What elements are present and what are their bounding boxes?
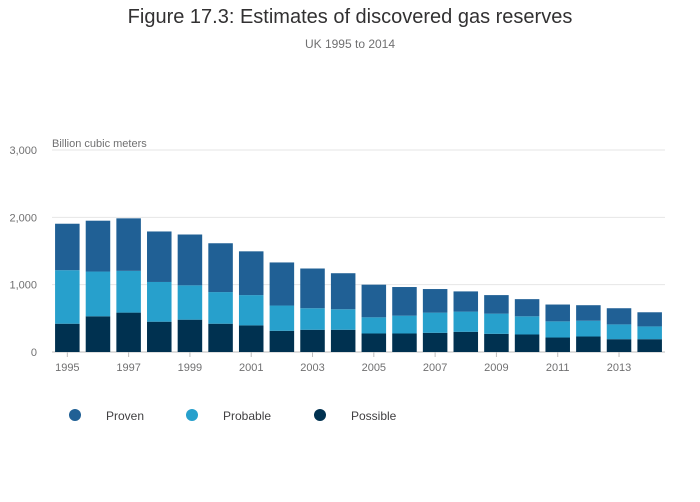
bar-proven-2013[interactable] xyxy=(606,308,632,325)
bar-possible-1997[interactable] xyxy=(116,312,141,352)
legend: Proven Probable Possible xyxy=(0,406,700,428)
x-tick-label: 2009 xyxy=(484,362,508,374)
y-axis-label: Billion cubic meters xyxy=(52,138,147,150)
bar-proven-2012[interactable] xyxy=(576,305,601,321)
x-tick-label: 1999 xyxy=(178,362,202,374)
bar-possible-2010[interactable] xyxy=(514,334,540,352)
y-tick-label: 0 xyxy=(31,347,37,359)
x-tick-label: 2007 xyxy=(423,362,447,374)
bar-proven-1999[interactable] xyxy=(177,234,203,286)
bar-probable-2007[interactable] xyxy=(422,312,448,333)
bar-probable-2012[interactable] xyxy=(576,320,601,337)
bar-proven-2007[interactable] xyxy=(422,289,448,313)
x-tick-label: 1997 xyxy=(116,362,140,374)
bar-probable-2005[interactable] xyxy=(361,317,387,334)
bar-probable-2009[interactable] xyxy=(484,313,509,334)
bar-probable-2004[interactable] xyxy=(330,309,356,330)
y-axis: 0 1,000 2,000 3,000 xyxy=(9,145,37,359)
bar-possible-1995[interactable] xyxy=(55,323,80,352)
bar-probable-2002[interactable] xyxy=(269,305,295,331)
x-tick-label: 2013 xyxy=(607,362,631,374)
legend-marker-icon xyxy=(186,409,198,421)
bar-proven-2008[interactable] xyxy=(453,291,479,312)
bar-probable-1996[interactable] xyxy=(85,271,111,317)
bar-possible-2011[interactable] xyxy=(545,337,570,352)
x-tick-label: 1995 xyxy=(55,362,79,374)
bar-possible-1998[interactable] xyxy=(147,321,172,352)
bar-possible-2000[interactable] xyxy=(208,323,233,352)
legend-marker-icon xyxy=(314,409,326,421)
bar-possible-2004[interactable] xyxy=(330,329,356,352)
bar-proven-1996[interactable] xyxy=(85,220,111,272)
legend-label: Proven xyxy=(106,409,145,423)
bar-proven-1995[interactable] xyxy=(55,223,80,271)
bars xyxy=(55,218,662,352)
x-tick-label: 2001 xyxy=(239,362,263,374)
bar-possible-2009[interactable] xyxy=(484,333,509,352)
bar-proven-2000[interactable] xyxy=(208,243,233,293)
bar-probable-2006[interactable] xyxy=(392,315,417,334)
bar-probable-1997[interactable] xyxy=(116,270,141,313)
bar-proven-2001[interactable] xyxy=(238,251,264,296)
bar-probable-1999[interactable] xyxy=(177,285,203,320)
bar-possible-2014[interactable] xyxy=(637,339,662,352)
bar-probable-2008[interactable] xyxy=(453,311,479,332)
legend-marker-icon xyxy=(69,409,81,421)
bar-possible-1999[interactable] xyxy=(177,319,203,352)
bar-proven-2011[interactable] xyxy=(545,304,570,322)
bar-possible-2007[interactable] xyxy=(422,332,448,352)
bar-proven-2003[interactable] xyxy=(300,268,325,309)
x-axis: 1995 1997 1999 2001 2003 2005 2007 2009 2011 2013 xyxy=(55,352,631,374)
x-tick-label: 2005 xyxy=(362,362,386,374)
bar-possible-1996[interactable] xyxy=(85,316,111,352)
bar-possible-2002[interactable] xyxy=(269,330,295,352)
bar-probable-1998[interactable] xyxy=(147,281,172,322)
bar-possible-2003[interactable] xyxy=(300,329,325,352)
y-tick-label: 3,000 xyxy=(9,145,37,157)
bar-possible-2001[interactable] xyxy=(238,325,264,352)
chart-title: Figure 17.3: Estimates of discovered gas… xyxy=(127,6,573,28)
bar-probable-2014[interactable] xyxy=(637,326,662,340)
bar-proven-2004[interactable] xyxy=(330,273,356,310)
bar-possible-2012[interactable] xyxy=(576,336,601,352)
bar-proven-2009[interactable] xyxy=(484,295,509,314)
bar-probable-2003[interactable] xyxy=(300,308,325,330)
bar-possible-2005[interactable] xyxy=(361,333,387,352)
x-tick-label: 2011 xyxy=(546,362,570,374)
bar-proven-2005[interactable] xyxy=(361,284,387,318)
y-tick-label: 2,000 xyxy=(9,212,37,224)
bar-possible-2006[interactable] xyxy=(392,333,417,352)
y-tick-label: 1,000 xyxy=(9,280,37,292)
x-tick-label: 2003 xyxy=(300,362,324,374)
bar-possible-2008[interactable] xyxy=(453,331,479,352)
bar-proven-1997[interactable] xyxy=(116,218,141,271)
gridlines xyxy=(52,149,665,353)
bar-probable-2011[interactable] xyxy=(545,321,570,338)
chart-subtitle: UK 1995 to 2014 xyxy=(304,37,396,51)
bar-probable-1995[interactable] xyxy=(55,270,80,324)
bar-probable-2000[interactable] xyxy=(208,292,233,324)
bar-proven-2014[interactable] xyxy=(637,312,662,327)
legend-label: Probable xyxy=(223,409,272,423)
bar-proven-1998[interactable] xyxy=(147,231,172,282)
legend-label: Possible xyxy=(351,409,397,423)
bar-probable-2010[interactable] xyxy=(514,316,540,335)
bar-possible-2013[interactable] xyxy=(606,339,632,352)
bar-probable-2001[interactable] xyxy=(238,295,264,326)
bar-proven-2002[interactable] xyxy=(269,262,295,306)
bar-proven-2006[interactable] xyxy=(392,287,417,316)
bar-proven-2010[interactable] xyxy=(514,299,540,317)
bar-probable-2013[interactable] xyxy=(606,324,632,340)
